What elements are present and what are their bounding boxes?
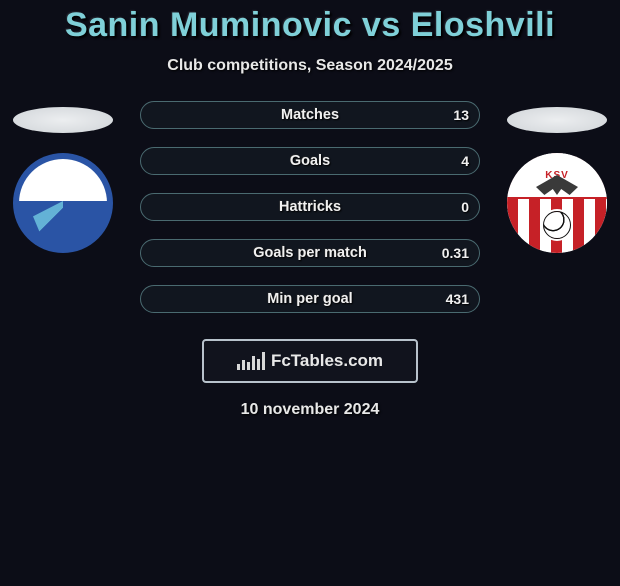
stat-right-value: 431: [446, 291, 469, 307]
stat-right-value: 0.31: [442, 245, 469, 261]
stat-label: Min per goal: [267, 291, 352, 307]
footer-date: 10 november 2024: [0, 401, 620, 419]
stat-right-value: 13: [453, 107, 469, 123]
stat-right-value: 0: [461, 199, 469, 215]
player-silhouette-right: [507, 107, 607, 133]
page-subtitle: Club competitions, Season 2024/2025: [0, 57, 620, 75]
stat-label: Hattricks: [279, 199, 341, 215]
stat-right-value: 4: [461, 153, 469, 169]
ksv-ball-icon: [543, 211, 571, 239]
stat-row-hattricks: Hattricks 0: [140, 193, 480, 221]
stat-row-goals-per-match: Goals per match 0.31: [140, 239, 480, 267]
stat-label: Goals: [290, 153, 330, 169]
brand-text: FcTables.com: [271, 351, 383, 371]
stat-row-goals: Goals 4: [140, 147, 480, 175]
stat-label: Matches: [281, 107, 339, 123]
stat-row-matches: Matches 13: [140, 101, 480, 129]
brand-badge[interactable]: FcTables.com: [202, 339, 418, 383]
player-silhouette-left: [13, 107, 113, 133]
chart-icon: [237, 352, 265, 370]
stat-row-min-per-goal: Min per goal 431: [140, 285, 480, 313]
page-title: Sanin Muminovic vs Eloshvili: [0, 6, 620, 45]
club-badge-sv-horn: [13, 153, 113, 253]
comparison-panel: KSV Matches 13 Goals 4 Hattricks 0 Goals…: [0, 101, 620, 419]
player-left-column: [8, 101, 118, 253]
club-badge-ksv: KSV: [507, 153, 607, 253]
stat-label: Goals per match: [253, 245, 367, 261]
player-right-column: KSV: [502, 101, 612, 253]
stats-list: Matches 13 Goals 4 Hattricks 0 Goals per…: [140, 101, 480, 313]
